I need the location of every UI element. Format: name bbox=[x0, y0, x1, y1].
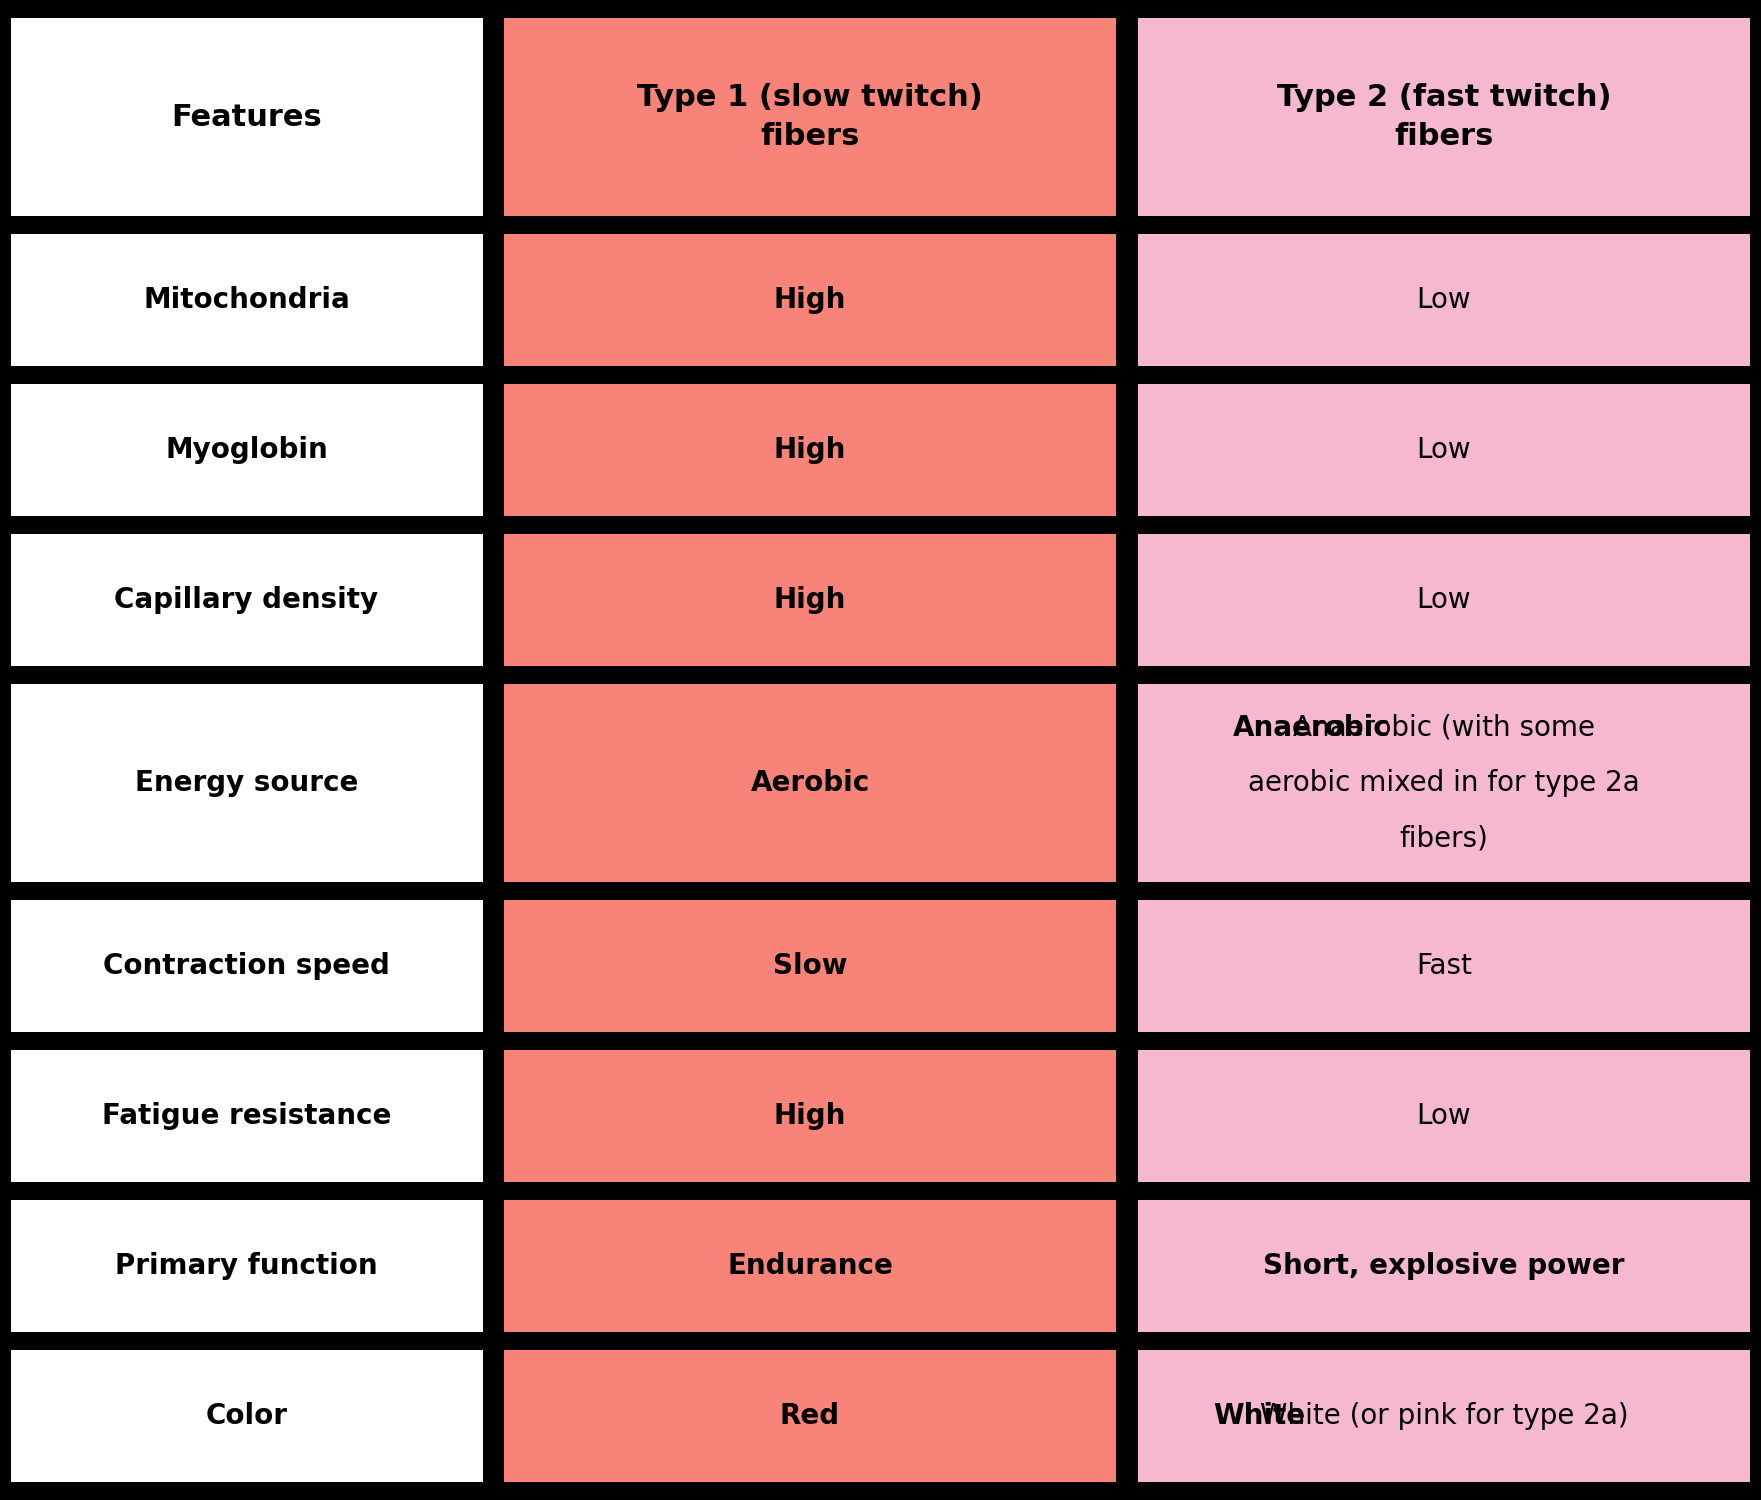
Text: Endurance: Endurance bbox=[727, 1252, 893, 1280]
Text: High: High bbox=[773, 436, 847, 463]
Text: Type 2 (fast twitch)
fibers: Type 2 (fast twitch) fibers bbox=[1277, 84, 1611, 150]
Bar bbox=[1138, 1200, 1750, 1332]
Text: Color: Color bbox=[206, 1402, 287, 1429]
Bar bbox=[11, 1200, 483, 1332]
Bar bbox=[504, 1050, 1116, 1182]
Text: Aerobic: Aerobic bbox=[750, 770, 870, 796]
Text: aerobic mixed in for type 2a: aerobic mixed in for type 2a bbox=[1249, 770, 1639, 796]
Text: Mitochondria: Mitochondria bbox=[143, 286, 350, 314]
Text: Myoglobin: Myoglobin bbox=[166, 436, 328, 463]
Bar bbox=[504, 534, 1116, 666]
Text: White: White bbox=[1213, 1402, 1305, 1429]
Bar bbox=[504, 18, 1116, 216]
Bar bbox=[1138, 900, 1750, 1032]
Text: Features: Features bbox=[171, 102, 322, 132]
Bar bbox=[11, 684, 483, 882]
Text: fibers): fibers) bbox=[1400, 825, 1488, 852]
Text: Anaerobic (with some: Anaerobic (with some bbox=[1293, 714, 1595, 741]
Bar bbox=[504, 684, 1116, 882]
Bar bbox=[1138, 18, 1750, 216]
Text: Anaerobic: Anaerobic bbox=[1233, 714, 1391, 741]
Bar bbox=[11, 1050, 483, 1182]
Bar bbox=[1138, 1350, 1750, 1482]
Text: Red: Red bbox=[780, 1402, 840, 1429]
Bar bbox=[504, 900, 1116, 1032]
Text: Low: Low bbox=[1416, 586, 1472, 613]
Text: Contraction speed: Contraction speed bbox=[104, 952, 389, 980]
Bar bbox=[11, 384, 483, 516]
Text: Energy source: Energy source bbox=[136, 770, 357, 796]
Bar bbox=[1138, 684, 1750, 882]
Bar bbox=[504, 1200, 1116, 1332]
Text: High: High bbox=[773, 286, 847, 314]
Text: Short, explosive power: Short, explosive power bbox=[1263, 1252, 1625, 1280]
Bar bbox=[504, 384, 1116, 516]
Text: Low: Low bbox=[1416, 436, 1472, 463]
Text: Type 1 (slow twitch)
fibers: Type 1 (slow twitch) fibers bbox=[637, 84, 983, 150]
Bar bbox=[1138, 534, 1750, 666]
Bar bbox=[504, 234, 1116, 366]
Text: Fast: Fast bbox=[1416, 952, 1472, 980]
Text: Low: Low bbox=[1416, 1102, 1472, 1130]
Text: High: High bbox=[773, 1102, 847, 1130]
Bar bbox=[11, 234, 483, 366]
Bar bbox=[504, 1350, 1116, 1482]
Text: Slow: Slow bbox=[773, 952, 847, 980]
Bar bbox=[11, 1350, 483, 1482]
Text: High: High bbox=[773, 586, 847, 613]
Text: Fatigue resistance: Fatigue resistance bbox=[102, 1102, 391, 1130]
Bar bbox=[11, 534, 483, 666]
Bar bbox=[11, 18, 483, 216]
Bar bbox=[1138, 234, 1750, 366]
Text: Capillary density: Capillary density bbox=[114, 586, 379, 613]
Bar bbox=[1138, 1050, 1750, 1182]
Text: Primary function: Primary function bbox=[114, 1252, 379, 1280]
Text: White (or pink for type 2a): White (or pink for type 2a) bbox=[1259, 1402, 1629, 1429]
Text: Low: Low bbox=[1416, 286, 1472, 314]
Bar bbox=[1138, 384, 1750, 516]
Bar bbox=[11, 900, 483, 1032]
